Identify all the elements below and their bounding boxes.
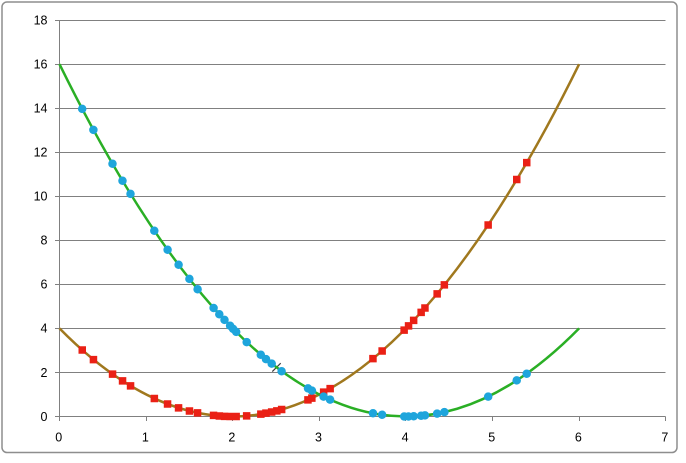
svg-text:3: 3 [315,431,322,445]
svg-text:16: 16 [34,58,48,72]
svg-text:18: 18 [34,14,48,28]
svg-text:4: 4 [41,322,48,336]
svg-text:4: 4 [402,431,409,445]
svg-text:12: 12 [34,146,48,160]
svg-text:6: 6 [41,278,48,292]
svg-text:2: 2 [228,431,235,445]
svg-text:2: 2 [41,366,48,380]
svg-text:10: 10 [34,190,48,204]
svg-text:0: 0 [41,410,48,424]
svg-text:1: 1 [142,431,149,445]
svg-text:7: 7 [661,431,668,445]
svg-text:14: 14 [34,102,48,116]
svg-text:0: 0 [55,431,62,445]
svg-text:6: 6 [575,431,582,445]
svg-text:8: 8 [41,234,48,248]
svg-text:5: 5 [488,431,495,445]
